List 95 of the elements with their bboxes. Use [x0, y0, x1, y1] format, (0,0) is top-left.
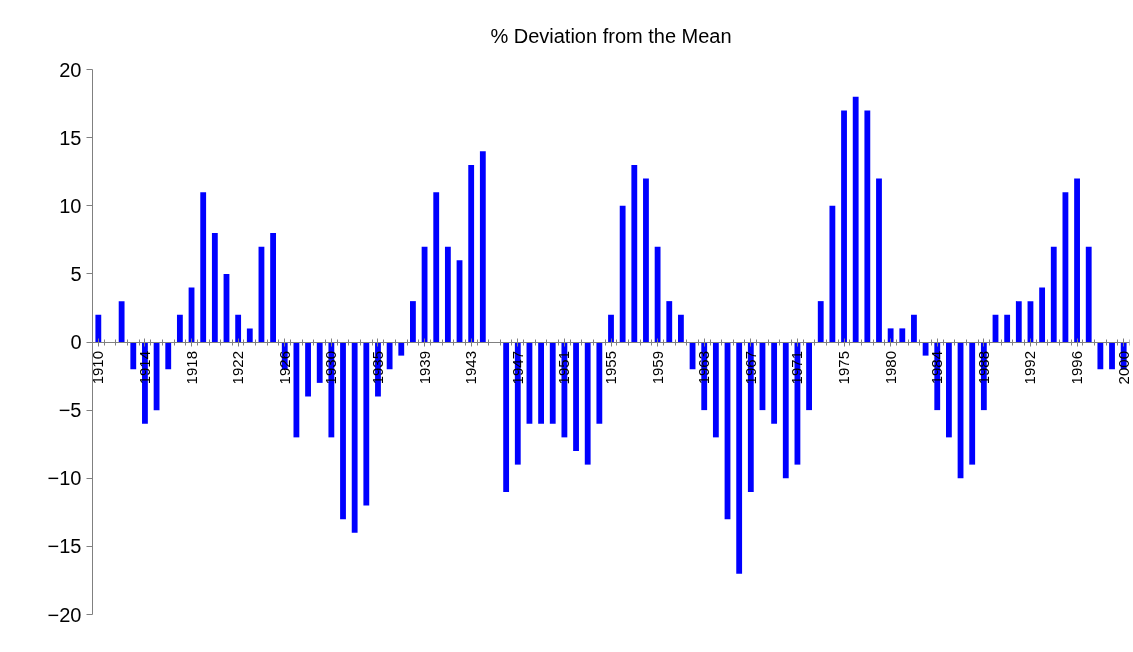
bar [1085, 246, 1092, 342]
x-tick-label: 1975 [835, 350, 853, 385]
y-tick-label: 15 [59, 126, 82, 149]
x-tick-label: 1910 [89, 350, 107, 385]
bar [678, 314, 684, 342]
x-tick-label: 1971 [788, 350, 806, 385]
bar [433, 192, 440, 342]
bar [468, 164, 475, 342]
bar [1109, 342, 1115, 370]
bar [596, 342, 603, 424]
bar [386, 342, 393, 370]
bar [945, 342, 952, 438]
bar [340, 342, 346, 520]
bar [911, 314, 917, 342]
bar [1004, 314, 1011, 342]
bar [899, 328, 906, 342]
bar [444, 246, 451, 342]
x-tick-label: 1967 [741, 350, 759, 385]
bar [200, 192, 207, 342]
bar [841, 110, 847, 342]
y-tick-label: 20 [59, 58, 82, 81]
bar [631, 164, 638, 342]
bar [410, 301, 416, 342]
bar [316, 342, 323, 383]
x-tick-label: 1947 [508, 350, 526, 385]
bar [118, 301, 125, 342]
x-tick-label: 1988 [974, 350, 992, 385]
bar [782, 342, 789, 479]
x-tick-label: 1935 [368, 350, 386, 385]
x-tick-label: 1914 [135, 350, 153, 385]
x-tick-label: 2000 [1114, 350, 1132, 385]
bar [876, 178, 882, 342]
bar [538, 342, 544, 424]
bar [130, 342, 137, 370]
x-tick-label: 1980 [881, 350, 899, 385]
bar [969, 342, 976, 465]
bar [608, 314, 614, 342]
bar [643, 178, 649, 342]
bar [305, 342, 311, 397]
bar [1097, 342, 1104, 370]
bar [771, 342, 778, 424]
x-tick-label: 1984 [928, 350, 946, 385]
x-tick-label: 1926 [275, 350, 293, 385]
y-tick-label: −5 [58, 399, 82, 422]
bar [736, 342, 743, 574]
bar [852, 96, 859, 342]
bar [211, 233, 218, 342]
bar [363, 342, 370, 506]
bar [176, 314, 183, 342]
x-tick-label: 1918 [182, 350, 200, 385]
bar [829, 205, 836, 342]
bar [95, 314, 102, 342]
bar [887, 328, 894, 342]
bar [747, 342, 754, 492]
bar [806, 342, 812, 411]
y-tick-label: −20 [47, 603, 82, 626]
x-tick-label: 1951 [555, 350, 573, 385]
bar [922, 342, 929, 356]
bar [351, 342, 358, 533]
bar [165, 342, 172, 370]
bar [1074, 178, 1080, 342]
bar [398, 342, 405, 356]
y-tick-label: 10 [59, 194, 82, 217]
bar [1039, 287, 1046, 342]
bar [503, 342, 510, 492]
x-tick-label: 1959 [648, 350, 666, 385]
bar [235, 314, 242, 342]
y-tick-label: −10 [47, 467, 82, 490]
bar [246, 328, 253, 342]
bar [479, 151, 486, 342]
x-tick-label: 1943 [462, 350, 480, 385]
bar [549, 342, 556, 424]
bar [293, 342, 300, 438]
bar [654, 246, 661, 342]
bar [666, 301, 673, 342]
bar [864, 110, 871, 342]
y-tick-label: 0 [70, 331, 82, 353]
bar [584, 342, 591, 465]
bar [619, 205, 626, 342]
x-tick-label: 1930 [322, 350, 340, 385]
x-tick-label: 1963 [695, 350, 713, 385]
bar [270, 233, 277, 342]
bar [1050, 246, 1057, 342]
x-tick-label: 1939 [415, 350, 433, 385]
x-tick-label: 1992 [1021, 350, 1039, 385]
y-tick-label: 5 [70, 262, 82, 285]
y-tick-label: −15 [47, 535, 82, 558]
chart-title: % Deviation from the Mean [490, 25, 732, 47]
x-tick-label: 1996 [1068, 350, 1086, 385]
bar [1015, 301, 1022, 342]
x-tick-label: 1955 [602, 350, 619, 385]
bar [573, 342, 579, 451]
bar [712, 342, 719, 438]
x-tick-label: 1922 [229, 350, 247, 385]
bar [817, 301, 824, 342]
